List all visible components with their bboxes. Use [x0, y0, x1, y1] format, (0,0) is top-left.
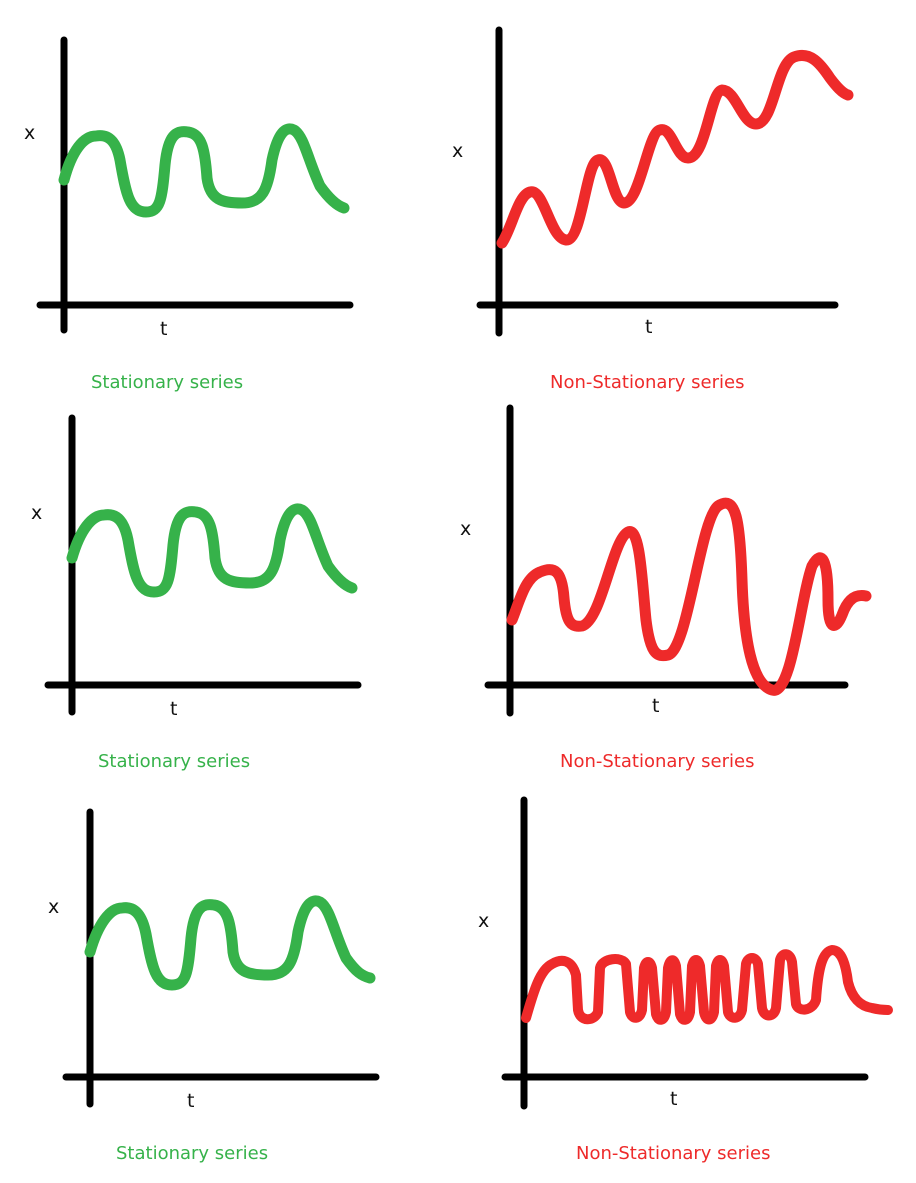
panel-5-axes	[62, 808, 380, 1108]
panel-6-series-curve	[521, 945, 893, 1025]
panel-1-series-curve	[58, 123, 350, 218]
panel-3-series-curve	[66, 503, 358, 598]
panel-5-series-curve	[84, 895, 376, 991]
panel-3-axes	[44, 414, 362, 716]
panel-2-x-axis-label: x	[452, 140, 464, 162]
panel-1-caption: Stationary series	[91, 372, 244, 393]
panel-5-t-axis-label: t	[187, 1090, 195, 1112]
panel-4-caption: Non-Stationary series	[560, 751, 755, 772]
panel-4-t-axis-label: t	[652, 695, 660, 717]
panel-4-x-axis-label: x	[460, 518, 472, 540]
panel-3-x-axis-label: x	[31, 502, 43, 524]
panel-6-axes	[501, 796, 869, 1110]
panel-3-t-axis-label: t	[170, 698, 178, 720]
panel-2-t-axis-label: t	[645, 316, 653, 338]
panel-6-t-axis-label: t	[670, 1088, 678, 1110]
panel-1-t-axis-label: t	[160, 318, 168, 340]
panel-4-series-curve	[506, 497, 872, 696]
panel-5-caption: Stationary series	[116, 1143, 269, 1164]
panel-3-caption: Stationary series	[98, 751, 251, 772]
panel-2-caption: Non-Stationary series	[550, 372, 745, 393]
panel-1-x-axis-label: x	[24, 122, 36, 144]
panel-6-x-axis-label: x	[478, 910, 490, 932]
panel-1-axes	[36, 36, 354, 334]
panel-6-caption: Non-Stationary series	[576, 1143, 771, 1164]
panel-2-series-curve	[496, 50, 854, 249]
panel-2-axes	[476, 26, 839, 337]
panel-5-x-axis-label: x	[48, 896, 60, 918]
